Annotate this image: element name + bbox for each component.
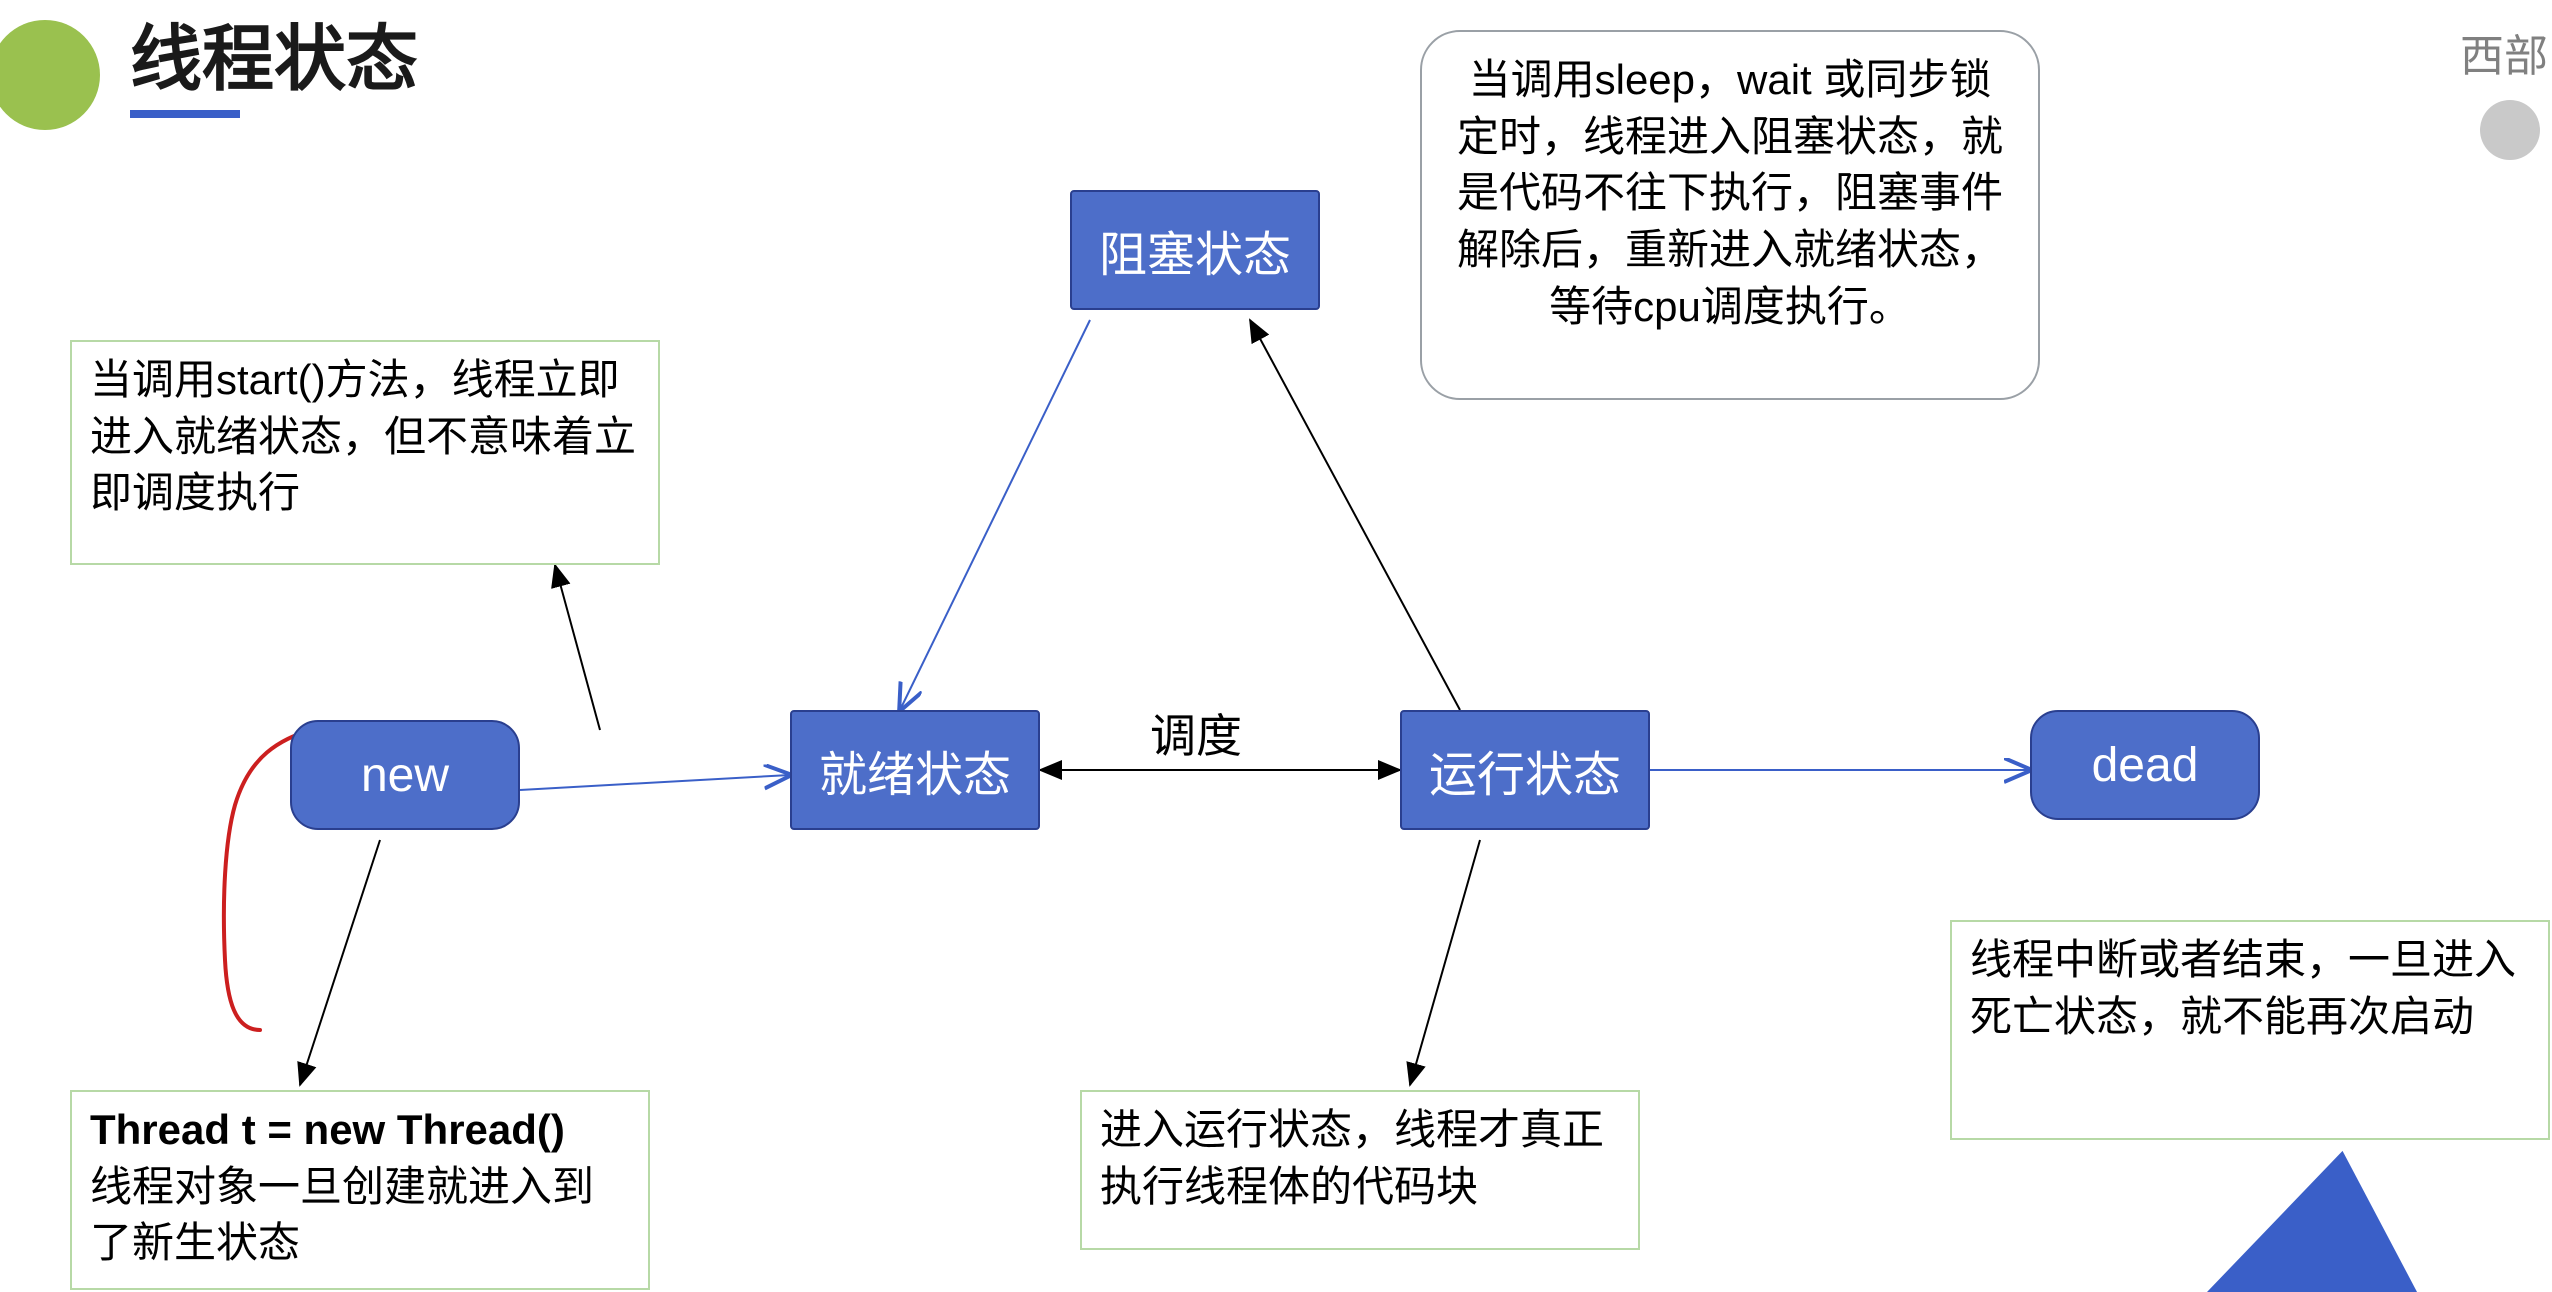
note-note_newthr: Thread t = new Thread()线程对象一旦创建就进入到了新生状态 xyxy=(70,1090,650,1290)
edge-new-note-thread xyxy=(300,840,380,1085)
state-dead: dead xyxy=(2030,710,2260,820)
edge-new-note-start xyxy=(555,565,600,730)
decor-blue-triangle xyxy=(2189,1133,2472,1292)
edge-running-note-run xyxy=(1410,840,1480,1085)
decor-gray-dot xyxy=(2480,100,2540,160)
page-title: 线程状态 xyxy=(130,0,418,105)
corner-label: 西部 xyxy=(2460,20,2548,84)
state-blocked: 阻塞状态 xyxy=(1070,190,1320,310)
edge-blocked-ready xyxy=(900,320,1090,710)
edge-label-ready-running: 调度 xyxy=(1150,700,1242,766)
note-note_start: 当调用start()方法，线程立即进入就绪状态，但不意味着立即调度执行 xyxy=(70,340,660,565)
title-underline xyxy=(130,110,240,118)
state-ready: 就绪状态 xyxy=(790,710,1040,830)
diagram-canvas: 西部 线程状态 new 就绪状态 阻塞状态运行状态 dead 当调用start()方法… xyxy=(0,0,2552,1292)
state-new: new xyxy=(290,720,520,830)
note-note_running: 进入运行状态，线程才真正执行线程体的代码块 xyxy=(1080,1090,1640,1250)
edge-new-ready xyxy=(520,775,790,790)
state-running: 运行状态 xyxy=(1400,710,1650,830)
decor-green-dot xyxy=(0,20,100,130)
note-note_blocked: 当调用sleep，wait 或同步锁定时，线程进入阻塞状态，就是代码不往下执行，… xyxy=(1420,30,2040,400)
note-note_dead: 线程中断或者结束，一旦进入死亡状态，就不能再次启动 xyxy=(1950,920,2550,1140)
